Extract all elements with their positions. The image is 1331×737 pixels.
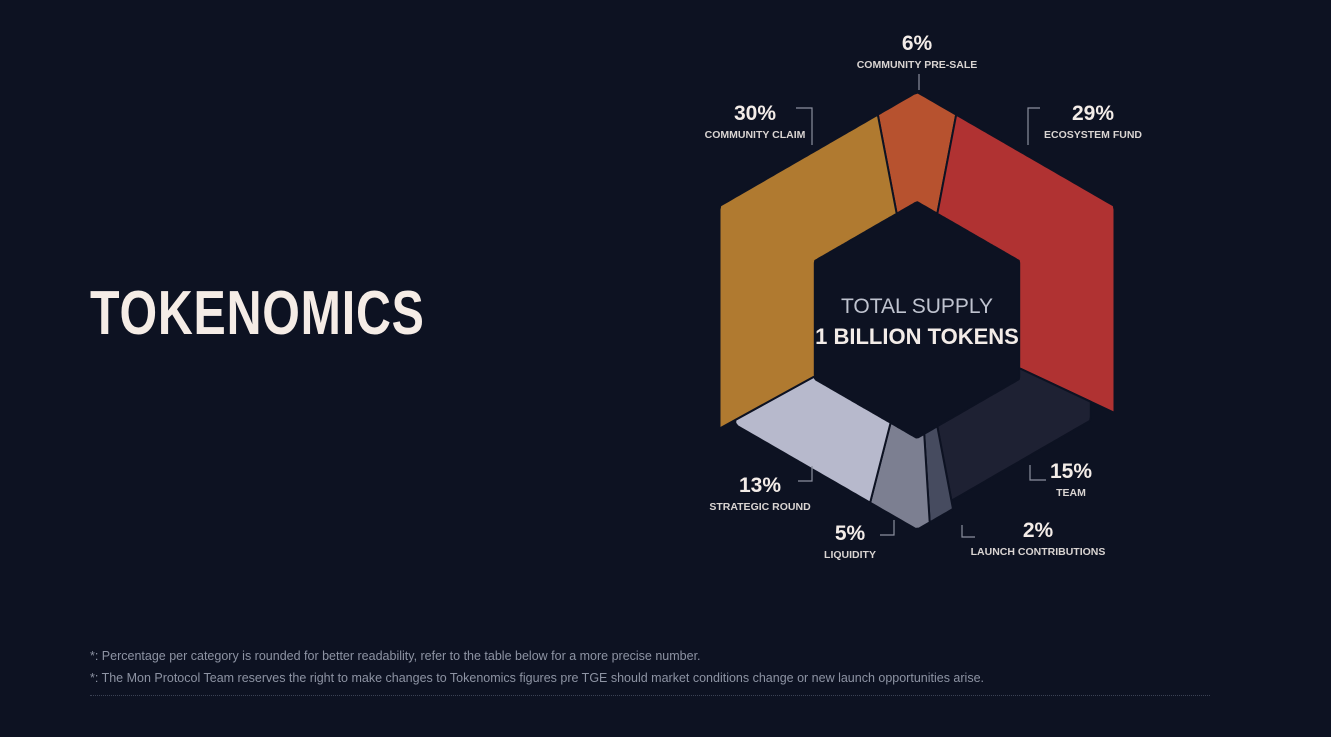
value-label-community-claim: 30% (734, 102, 776, 125)
segment-community-claim (718, 113, 898, 430)
footnote-disclaimer: *: The Mon Protocol Team reserves the ri… (90, 671, 984, 685)
footnotes: *: Percentage per category is rounded fo… (90, 645, 984, 689)
category-label-community-claim: COMMUNITY CLAIM (705, 129, 806, 141)
leader-line-liquidity (880, 520, 895, 536)
category-label-ecosystem-fund: ECOSYSTEM FUND (1044, 129, 1142, 141)
leader-line-strategic-round (798, 466, 813, 482)
footnote-rounding: *: Percentage per category is rounded fo… (90, 649, 701, 663)
category-label-liquidity: LIQUIDITY (824, 549, 876, 561)
center-text-supply: TOTAL SUPPLY (841, 295, 993, 318)
leader-line-team (1029, 465, 1046, 481)
leader-line-community-claim (796, 107, 813, 145)
category-label-strategic-round: STRATEGIC ROUND (709, 501, 811, 513)
leader-line-ecosystem-fund (1027, 107, 1040, 145)
leader-line-launch-contributions (961, 525, 975, 538)
value-label-launch-contributions: 2% (1023, 519, 1054, 542)
value-label-community-pre-sale: 6% (902, 32, 933, 55)
value-label-strategic-round: 13% (739, 474, 781, 497)
category-label-team: TEAM (1056, 487, 1086, 499)
category-label-community-pre-sale: COMMUNITY PRE-SALE (857, 59, 978, 71)
value-label-liquidity: 5% (835, 522, 866, 545)
chart-labels: 6% COMMUNITY PRE-SALE 29% ECOSYSTEM FUND 15%… (705, 32, 1143, 561)
category-label-launch-contributions: LAUNCH CONTRIBUTIONS (971, 546, 1106, 558)
segment-ecosystem-fund (936, 113, 1116, 414)
page-title: TOKENOMICS (90, 279, 425, 348)
value-label-team: 15% (1050, 460, 1092, 483)
footer-divider (90, 695, 1210, 696)
center-text-tokens: 1 BILLION TOKENS (815, 324, 1019, 349)
value-label-ecosystem-fund: 29% (1072, 102, 1114, 125)
chart-leader-lines (796, 74, 1046, 538)
chart-segments (718, 91, 1116, 530)
